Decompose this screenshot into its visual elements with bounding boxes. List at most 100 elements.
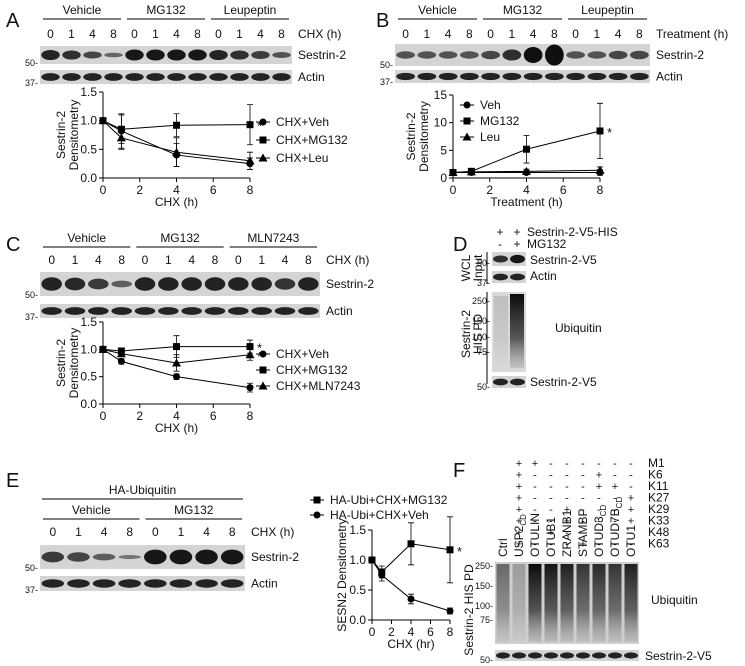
marker-square xyxy=(246,121,254,129)
lane-label: 4 xyxy=(257,27,264,41)
linkage-sign: - xyxy=(549,481,553,493)
condition-sign: + xyxy=(513,237,520,251)
group-label: Vehicle xyxy=(63,3,102,17)
linkage-sign: - xyxy=(533,527,537,539)
y-tick-label: 1.5 xyxy=(80,315,97,329)
series-line xyxy=(102,120,251,162)
linkage-sign: - xyxy=(581,470,585,482)
condition-sign: - xyxy=(498,237,502,251)
y-axis-label: Sestrin-2 xyxy=(54,111,68,159)
lane-label: 4 xyxy=(282,253,289,267)
linkage-sign: + xyxy=(628,516,634,528)
linkage-sign: - xyxy=(565,493,569,505)
mw-marker: 50- xyxy=(25,563,38,573)
linkage-sign: + xyxy=(516,516,522,528)
blot-band xyxy=(274,278,296,290)
section-label: WCL xyxy=(459,254,473,281)
blot-band xyxy=(272,51,291,59)
mw-marker: 50- xyxy=(480,655,493,665)
marker-triangle xyxy=(245,350,255,359)
group-label: MG132 xyxy=(146,3,186,17)
linkage-sign: + xyxy=(516,481,522,493)
lane-name: Ctrl xyxy=(496,538,510,557)
lane-label: Ctrl xyxy=(496,538,510,557)
lane-label: 0 xyxy=(152,525,159,539)
blot-band xyxy=(566,72,585,81)
y-tick-label: 0.5 xyxy=(349,583,366,597)
lane-label: 1 xyxy=(72,253,79,267)
linkage-sign: - xyxy=(581,516,585,528)
blot-band xyxy=(41,307,62,315)
marker-triangle xyxy=(466,167,476,176)
marker-square xyxy=(407,540,415,548)
mw-marker: 100- xyxy=(472,332,490,342)
blot-band xyxy=(623,652,639,659)
lane-label: OTU1 xyxy=(624,525,638,557)
marker-circle xyxy=(117,357,125,365)
blot-band xyxy=(460,51,479,59)
legend-label: HA-Ubi+CHX+Veh xyxy=(330,508,429,522)
legend-label: CHX+Leu xyxy=(276,151,328,165)
section-label: Input xyxy=(471,254,485,281)
treatment-label: CHX (h) xyxy=(326,253,369,267)
linkage-sign: - xyxy=(613,504,617,516)
linkage-label: M1 xyxy=(648,456,665,470)
band-label: Actin xyxy=(530,269,557,283)
linkage-sign: - xyxy=(565,539,569,551)
lane-label: ZRANB1 xyxy=(560,509,574,557)
y-axis-label: Sestrin-2 xyxy=(404,112,418,160)
blot-band xyxy=(188,49,207,61)
lane-label: 8 xyxy=(118,253,125,267)
linkage-sign: - xyxy=(581,481,585,493)
section-label: HIS PD xyxy=(471,314,485,354)
lane-label: 0 xyxy=(49,525,56,539)
linkage-sign: - xyxy=(533,516,537,528)
blot-band xyxy=(438,51,458,59)
blot-band xyxy=(608,50,628,60)
lane-label: 8 xyxy=(126,525,133,539)
lane-label: 1 xyxy=(68,27,75,41)
blot-band xyxy=(607,652,623,659)
blot-band xyxy=(209,49,228,61)
lane-label: 8 xyxy=(551,27,558,41)
linkage-sign: - xyxy=(613,458,617,470)
band-label: Sestrin-2-V5 xyxy=(645,649,712,663)
x-tick-label: 2 xyxy=(136,409,143,423)
marker-triangle xyxy=(116,349,126,358)
lane-label: 1 xyxy=(152,27,159,41)
linkage-sign: - xyxy=(549,470,553,482)
band-label: Sestrin-2 xyxy=(656,48,704,62)
blot-band xyxy=(545,44,564,66)
ubiquitin-smear xyxy=(560,564,574,642)
blot-band xyxy=(251,50,270,60)
blot-band xyxy=(64,307,86,315)
ubiquitin-smear xyxy=(512,564,526,642)
lane-label: 4 xyxy=(530,27,537,41)
blot-band xyxy=(83,73,102,81)
significance-mark: * xyxy=(257,341,262,356)
marker-circle xyxy=(407,595,415,603)
treatment-label: Treatment (h) xyxy=(656,27,728,41)
ubiquitin-smear xyxy=(592,564,606,642)
linkage-sign: - xyxy=(533,493,537,505)
blot-band xyxy=(118,554,141,560)
y-axis-label: Densitometry xyxy=(417,101,431,172)
lane-label: 0 xyxy=(215,27,222,41)
blot-band xyxy=(125,49,144,61)
linkage-sign: - xyxy=(581,504,585,516)
marker-triangle xyxy=(258,153,268,162)
marker-circle xyxy=(259,350,267,358)
x-tick-label: 8 xyxy=(447,625,454,639)
band-label: Actin xyxy=(656,70,683,84)
lane-label: OTUB1 xyxy=(544,517,558,557)
marker-square xyxy=(313,496,321,504)
legend-label: Veh xyxy=(480,98,501,112)
marker-square xyxy=(173,343,180,351)
lane-label: 0 xyxy=(142,253,149,267)
condition-label: Sestrin-2-V5-HIS xyxy=(527,225,618,239)
blot-strip xyxy=(395,70,650,83)
blot-band xyxy=(146,73,165,81)
blot-band xyxy=(566,51,585,59)
blot-band xyxy=(111,280,132,288)
